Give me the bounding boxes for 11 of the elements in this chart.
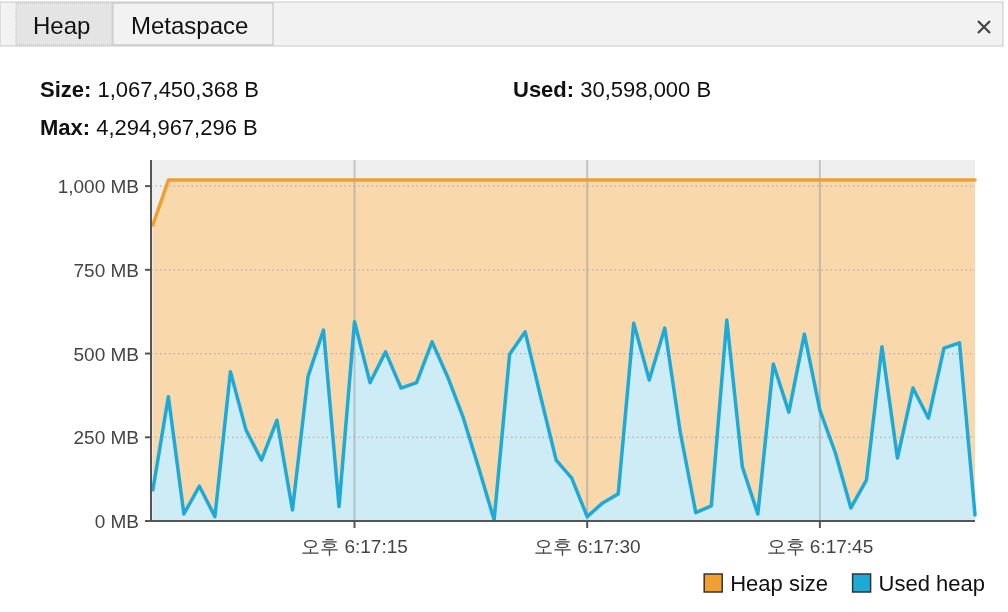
y-tick-label: 0 MB (94, 511, 139, 532)
x-tick-label: 오후 6:17:45 (766, 536, 874, 557)
legend-label: Used heap (878, 571, 986, 596)
x-tick-label: 오후 6:17:30 (533, 536, 641, 557)
y-tick-label: 1,000 MB (57, 176, 139, 198)
x-tick-label: 오후 6:17:15 (301, 536, 408, 557)
y-tick-label: 250 MB (73, 427, 139, 449)
header: Heap Metaspace Size: 1,067,450,368 B Used: 30,598,000 B Max: 4,294,967,296 B (0, 1, 1004, 140)
legend-label: Heap size (730, 571, 829, 596)
y-tick-label: 500 MB (73, 343, 139, 365)
y-tick-label: 750 MB (73, 259, 139, 281)
